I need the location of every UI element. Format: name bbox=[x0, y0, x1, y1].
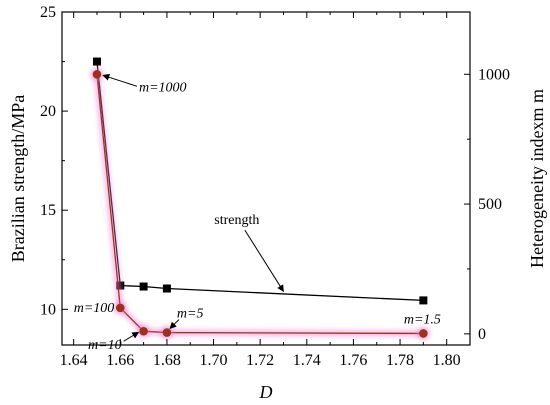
y-tick-label: 20 bbox=[40, 103, 56, 120]
x-tick-label: 1.74 bbox=[293, 352, 321, 369]
strength-line bbox=[96, 61, 424, 302]
axes-layer: 1.64 1.66 1.68 1.70 1.72 1.74 1.76 1.78 1.80 10 15… bbox=[8, 4, 547, 402]
y-tick-label: 15 bbox=[40, 202, 56, 219]
heterogeneity-point bbox=[115, 303, 125, 313]
x-tick-label: 1.80 bbox=[433, 352, 461, 369]
plot-frame bbox=[61, 11, 471, 346]
annotation-m5: m=5 bbox=[177, 307, 204, 322]
heterogeneity-point bbox=[92, 69, 102, 79]
annotation-arrow-m5 bbox=[169, 319, 180, 330]
annotation-m10: m=10 bbox=[88, 338, 122, 353]
y-axis-title-left: Brazilian strength/MPa bbox=[8, 95, 28, 262]
y-right-tick-label: 0 bbox=[478, 326, 486, 343]
series-layer bbox=[89, 57, 431, 341]
y-tick-label: 25 bbox=[40, 4, 56, 21]
annotation-m1000: m=1000 bbox=[139, 80, 187, 95]
strength-point bbox=[162, 284, 171, 293]
y-tick-label: 10 bbox=[40, 301, 56, 318]
x-tick-label: 1.66 bbox=[106, 352, 134, 369]
x-tick-label: 1.68 bbox=[153, 352, 181, 369]
y-axis-title-right: Heterogeneity indexm m bbox=[527, 89, 547, 268]
heterogeneity-glow-line bbox=[93, 73, 424, 337]
annotation-arrow-strength bbox=[244, 229, 284, 293]
annotation-layer: m=1000 m=100 m=10 m=5 m=1.5 strength bbox=[74, 73, 441, 353]
x-axis-title: D bbox=[259, 382, 273, 402]
strength-point bbox=[92, 57, 101, 66]
annotation-arrow-m1000 bbox=[102, 73, 138, 87]
x-tick-label: 1.76 bbox=[339, 352, 367, 369]
x-tick-label: 1.78 bbox=[386, 352, 414, 369]
y-right-tick-label: 500 bbox=[478, 196, 502, 213]
strength-point bbox=[139, 282, 148, 291]
annotation-m100: m=100 bbox=[74, 301, 115, 316]
heterogeneity-line bbox=[96, 74, 424, 335]
x-tick-label: 1.64 bbox=[60, 352, 88, 369]
heterogeneity-point bbox=[419, 329, 428, 338]
heterogeneity-point bbox=[162, 328, 172, 337]
heterogeneity-point bbox=[139, 326, 148, 336]
annotation-m1-5: m=1.5 bbox=[404, 312, 441, 327]
annotation-strength: strength bbox=[214, 213, 259, 228]
x-tick-label: 1.70 bbox=[200, 352, 228, 369]
annotation-arrow-m10 bbox=[123, 331, 140, 342]
strength-point bbox=[419, 296, 428, 305]
x-tick-label: 1.72 bbox=[246, 352, 274, 369]
y-right-tick-label: 1000 bbox=[478, 66, 510, 83]
